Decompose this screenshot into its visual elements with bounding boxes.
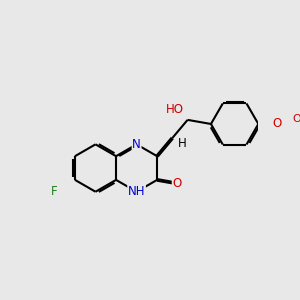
Text: NH: NH — [128, 185, 145, 198]
Text: H: H — [178, 137, 187, 151]
Text: F: F — [51, 185, 58, 198]
Text: O: O — [273, 118, 282, 130]
Text: O: O — [293, 114, 300, 124]
Text: O: O — [172, 177, 182, 190]
Text: ─: ─ — [299, 112, 300, 122]
Text: N: N — [132, 138, 141, 151]
Text: HO: HO — [166, 103, 184, 116]
